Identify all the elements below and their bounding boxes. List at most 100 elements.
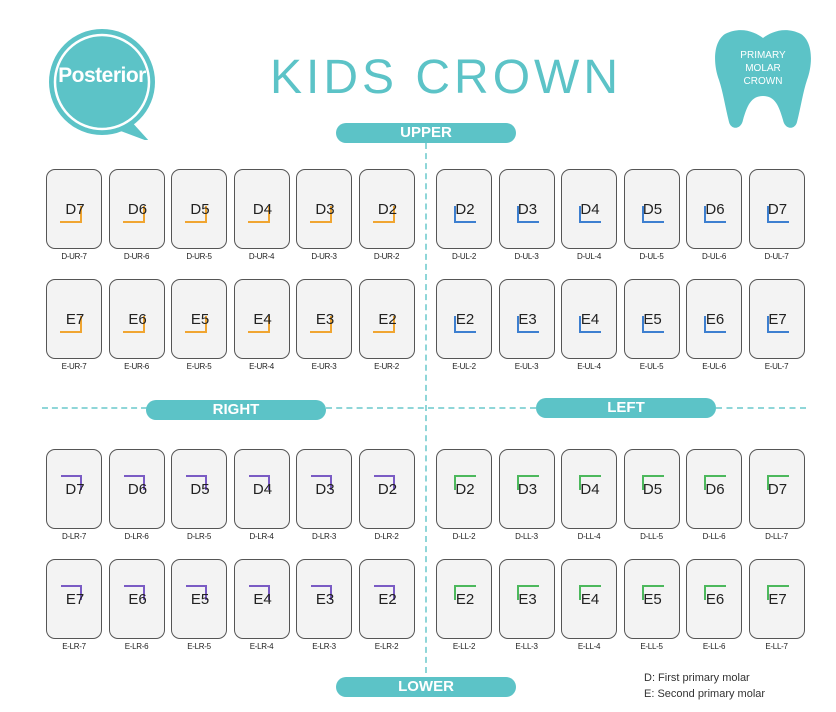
speech-bubble-icon — [49, 29, 155, 142]
crown-code: D7 — [65, 481, 85, 498]
tooth-badge-line-2: MOLAR — [745, 63, 781, 74]
quadrant-mark-icon — [123, 475, 145, 490]
crown-code: E6 — [705, 591, 725, 608]
crown-label: D-UR-6 — [123, 252, 150, 261]
crown-card: E5 E-LR-5 — [171, 559, 227, 653]
crown-card-frame: D6 — [108, 449, 165, 529]
crown-code: D7 — [65, 201, 85, 218]
tooth-badge-line-3: CROWN — [743, 76, 783, 87]
crown-label: E-UR-4 — [249, 362, 274, 371]
crown-card: E4 E-UR-4 — [233, 279, 290, 373]
crown-card: E5 E-UR-5 — [171, 279, 227, 373]
horizontal-divider-right — [716, 407, 806, 409]
crown-card-frame: E7 — [46, 559, 102, 639]
crown-card-frame: D7 — [46, 169, 102, 249]
crown-label: E-UL-3 — [514, 362, 539, 371]
crown-code: E5 — [190, 591, 210, 608]
quadrant-mark-icon — [641, 585, 664, 600]
crown-label: D-LL-5 — [640, 532, 663, 541]
crown-card-frame: E4 — [561, 279, 617, 359]
crown-code: E6 — [705, 311, 725, 328]
crown-card: D2 D-UR-2 — [358, 169, 415, 263]
crown-label: E-UL-6 — [702, 362, 726, 371]
crown-code: D4 — [580, 481, 600, 498]
crown-label: D-UR-3 — [311, 252, 337, 261]
crown-label: E-LR-3 — [312, 642, 336, 651]
crown-card-frame: D2 — [436, 169, 492, 249]
quadrant-mark-icon — [122, 206, 145, 223]
crown-label: D-LR-7 — [62, 532, 86, 541]
crown-code: E3 — [518, 591, 537, 608]
crown-label: E-LR-6 — [124, 642, 149, 651]
crown-card: D5 D-UL-5 — [623, 169, 680, 263]
crown-card: E3 E-LR-3 — [296, 559, 352, 653]
crown-card: D6 D-LL-6 — [686, 449, 742, 543]
crown-code: E7 — [768, 591, 787, 608]
crown-card: E2 E-LR-2 — [358, 559, 415, 653]
crown-card: D7 D-UL-7 — [748, 169, 805, 263]
crown-card: D7 D-LR-7 — [46, 449, 102, 543]
crown-card: D6 D-UR-6 — [108, 169, 165, 263]
crown-card: E3 E-UR-3 — [296, 279, 352, 373]
crown-label: E-LL-7 — [765, 642, 788, 651]
section-lower: LOWER — [336, 677, 516, 697]
section-left: LEFT — [536, 398, 716, 418]
crown-code: D6 — [705, 481, 725, 498]
crown-code: E7 — [65, 311, 85, 328]
crown-code: E2 — [378, 591, 397, 608]
crown-code: E5 — [643, 591, 662, 608]
quadrant-mark-icon — [186, 585, 207, 600]
crown-code: E5 — [190, 311, 210, 328]
crown-label: D-UR-2 — [373, 252, 400, 261]
crown-code: D3 — [315, 201, 335, 218]
crown-label: E-LR-5 — [187, 642, 211, 651]
quadrant-mark-icon — [311, 585, 332, 600]
crown-code: D6 — [127, 481, 148, 498]
crown-code: D2 — [455, 481, 475, 498]
crown-label: D-LL-3 — [515, 532, 538, 541]
crown-card-frame: D6 — [108, 169, 165, 249]
crown-card: E2 E-UR-2 — [358, 279, 415, 373]
quadrant-mark-icon — [60, 206, 82, 223]
crown-label: D-UL-6 — [702, 252, 726, 261]
quadrant-mark-icon — [373, 585, 395, 600]
crown-label: E-UR-2 — [374, 362, 399, 371]
crown-card-frame: E3 — [296, 279, 352, 359]
quadrant-mark-icon — [372, 206, 395, 223]
crown-label: D-UR-4 — [248, 252, 275, 261]
quadrant-mark-icon — [579, 475, 601, 490]
quadrant-mark-icon — [641, 316, 664, 333]
quadrant-mark-icon — [61, 475, 82, 490]
crown-code: D6 — [127, 201, 148, 218]
crown-card-frame: E5 — [171, 559, 227, 639]
crown-card-frame: E4 — [561, 559, 617, 639]
quadrant-mark-icon — [454, 316, 476, 333]
crown-card-frame: D4 — [561, 449, 617, 529]
quadrant-mark-icon — [247, 206, 270, 223]
crown-label: E-LR-2 — [374, 642, 399, 651]
crown-card: D2 D-LL-2 — [436, 449, 492, 543]
crown-card-frame: E2 — [358, 559, 415, 639]
quadrant-mark-icon — [372, 316, 395, 333]
crown-label: D-LL-6 — [702, 532, 726, 541]
crown-card-frame: D5 — [171, 169, 227, 249]
crown-label: D-LR-3 — [312, 532, 336, 541]
legend: D: First primary molar E: Second primary… — [644, 670, 765, 702]
crown-card: D7 D-LL-7 — [748, 449, 805, 543]
crown-code: E2 — [455, 311, 475, 328]
crown-card: E4 E-UL-4 — [561, 279, 617, 373]
crown-label: E-LR-4 — [249, 642, 274, 651]
crown-code: D4 — [252, 481, 273, 498]
crown-code: E7 — [65, 591, 85, 608]
crown-card-frame: E6 — [686, 279, 742, 359]
crown-code: D7 — [767, 481, 788, 498]
crown-label: E-LL-5 — [640, 642, 663, 651]
crown-card-frame: E4 — [233, 279, 290, 359]
section-right: RIGHT — [146, 400, 326, 420]
crown-label: E-UL-2 — [452, 362, 476, 371]
crown-code: D2 — [377, 481, 398, 498]
crown-card: D4 D-LL-4 — [561, 449, 617, 543]
quadrant-mark-icon — [123, 585, 145, 600]
quadrant-mark-icon — [454, 585, 476, 600]
crown-code: E3 — [518, 311, 537, 328]
